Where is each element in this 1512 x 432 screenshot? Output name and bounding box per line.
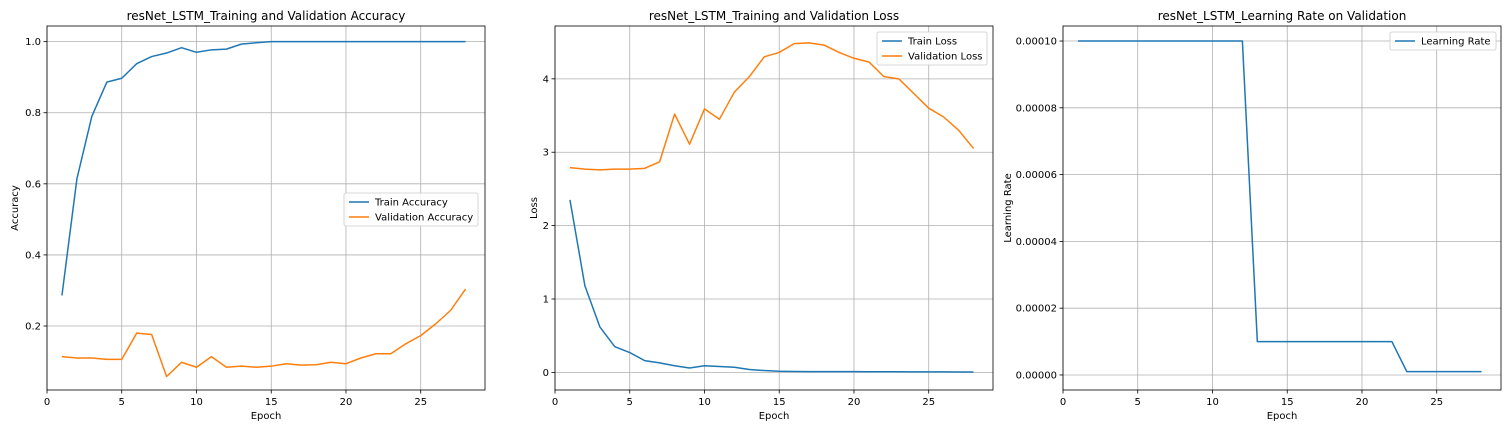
legend-box bbox=[1389, 31, 1497, 51]
legend-label-validation-accuracy: Validation Accuracy bbox=[375, 213, 473, 224]
series-line-validation-accuracy bbox=[61, 288, 467, 378]
x-tick-label: 0 bbox=[1060, 397, 1066, 408]
x-tick-label: 10 bbox=[190, 397, 203, 408]
y-axis-label: Accuracy bbox=[10, 185, 21, 231]
y-tick-label: 0.00008 bbox=[1016, 103, 1057, 114]
legend-label-validation-loss: Validation Loss bbox=[908, 52, 983, 63]
chart-title: resNet_LSTM_Learning Rate on Validation bbox=[1158, 9, 1407, 23]
series-line-train-accuracy bbox=[61, 40, 466, 296]
y-tick-label: 0.2 bbox=[25, 322, 41, 333]
chart-title: resNet_LSTM_Training and Validation Loss bbox=[649, 9, 899, 23]
series-line-validation-loss bbox=[569, 42, 975, 171]
chart-panel-0: 0 5 10 15 20 25 0.2 0.4 0.6 0.8 1.0 resNet_LSTM_Tra… bbox=[10, 9, 486, 422]
y-tick-label: 0.00004 bbox=[1016, 237, 1057, 248]
legend-label-train-accuracy: Train Accuracy bbox=[374, 198, 448, 209]
x-tick-label: 5 bbox=[1135, 397, 1141, 408]
x-tick-label: 20 bbox=[848, 397, 861, 408]
legend: Learning Rate bbox=[1389, 31, 1497, 51]
x-tick-label: 25 bbox=[414, 397, 427, 408]
x-tick-label: 15 bbox=[773, 397, 786, 408]
x-tick-label: 5 bbox=[119, 397, 125, 408]
x-tick-label: 15 bbox=[1281, 397, 1294, 408]
y-tick-label: 0.00002 bbox=[1016, 304, 1057, 315]
legend-box bbox=[876, 31, 988, 66]
x-axis-label: Epoch bbox=[1267, 411, 1298, 422]
y-tick-label: 1.0 bbox=[25, 37, 41, 48]
plot-frame bbox=[46, 25, 486, 391]
y-tick-label: 0.4 bbox=[25, 250, 41, 261]
y-tick-label: 3 bbox=[543, 148, 549, 159]
series-line-learning-rate bbox=[1077, 40, 1482, 373]
chart-title: resNet_LSTM_Training and Validation Accu… bbox=[127, 9, 406, 23]
x-axis-label: Epoch bbox=[251, 411, 282, 422]
y-tick-label: 0.8 bbox=[25, 108, 41, 119]
y-tick-label: 0.00010 bbox=[1016, 37, 1057, 48]
plot-frame bbox=[1062, 25, 1502, 391]
x-tick-label: 0 bbox=[44, 397, 50, 408]
series-line-train-loss bbox=[569, 199, 974, 373]
x-axis-label: Epoch bbox=[759, 411, 790, 422]
x-tick-label: 5 bbox=[627, 397, 633, 408]
legend: Train Loss Validation Loss bbox=[876, 31, 988, 66]
legend: Train Accuracy Validation Accuracy bbox=[343, 192, 479, 227]
x-tick-label: 25 bbox=[1430, 397, 1443, 408]
x-tick-label: 25 bbox=[922, 397, 935, 408]
y-tick-label: 0 bbox=[543, 368, 549, 379]
legend-box bbox=[343, 192, 479, 227]
x-tick-label: 20 bbox=[1356, 397, 1369, 408]
legend-label-train-loss: Train Loss bbox=[907, 37, 957, 48]
y-tick-label: 1 bbox=[543, 295, 549, 306]
x-tick-label: 15 bbox=[265, 397, 278, 408]
y-tick-label: 4 bbox=[543, 74, 549, 85]
plot-frame bbox=[554, 25, 994, 391]
y-axis-label: Learning Rate bbox=[1003, 173, 1014, 243]
y-tick-label: 0.6 bbox=[25, 179, 41, 190]
chart-panel-2: 0 5 10 15 20 25 0.00000 0.00002 0.00004 0.00006 0.… bbox=[1003, 9, 1502, 422]
y-axis-label: Loss bbox=[529, 197, 540, 219]
x-tick-label: 0 bbox=[552, 397, 558, 408]
y-tick-label: 2 bbox=[543, 221, 549, 232]
chart-panel-1: 0 5 10 15 20 25 0 1 2 3 4 resNet_LSTM_Training and … bbox=[529, 9, 994, 422]
legend-label-learning-rate: Learning Rate bbox=[1421, 37, 1491, 48]
x-tick-label: 20 bbox=[340, 397, 353, 408]
y-tick-label: 0.00000 bbox=[1016, 370, 1057, 381]
y-tick-label: 0.00006 bbox=[1016, 170, 1057, 181]
x-tick-label: 10 bbox=[1206, 397, 1219, 408]
x-tick-label: 10 bbox=[698, 397, 711, 408]
